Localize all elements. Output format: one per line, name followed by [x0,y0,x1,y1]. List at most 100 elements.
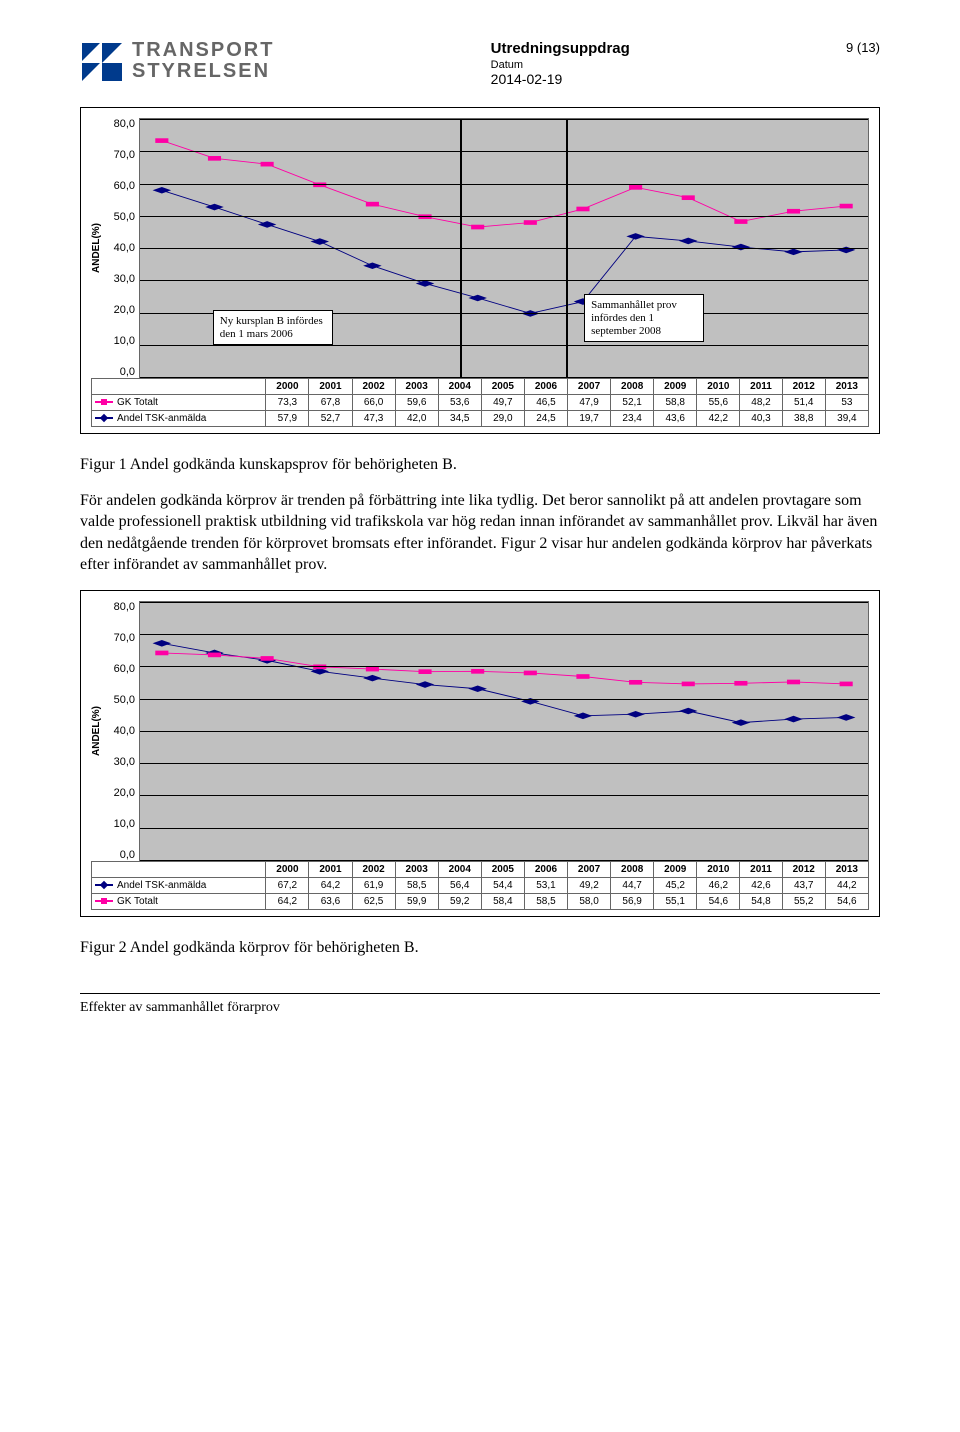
grid-line [140,795,868,796]
series-marker [208,653,221,658]
data-cell: 63,6 [309,893,352,909]
series-marker [574,713,593,720]
data-cell: 58,5 [395,877,438,893]
series-marker [418,669,431,674]
data-cell: 38,8 [782,411,825,427]
date-value: 2014-02-19 [491,71,630,87]
series-marker [626,233,645,240]
data-cell: 54,6 [697,893,740,909]
series-marker [732,719,751,726]
doc-title: Utredningsuppdrag [491,40,630,57]
series-marker [366,202,379,207]
year-header: 2007 [568,861,611,877]
page-header: TRANSPORT STYRELSEN Utredningsuppdrag Da… [80,40,880,87]
data-cell: 67,8 [309,395,352,411]
data-cell: 45,2 [654,877,697,893]
divider-line [460,119,462,377]
logo-icon [80,41,124,81]
chart-2-data-table: 2000200120022003200420052006200720082009… [91,861,869,910]
data-cell: 24,5 [524,411,567,427]
series-marker [734,681,747,686]
data-cell: 54,6 [825,893,868,909]
data-cell: 48,2 [740,395,782,411]
page-number: 9 (13) [846,40,880,55]
year-header: 2012 [782,861,825,877]
series-name: Andel TSK-anmälda [117,880,206,891]
series-marker [734,219,747,224]
data-cell: 47,3 [352,411,395,427]
series-marker [524,671,537,676]
y-tick: 60,0 [105,180,135,192]
grid-line [140,280,868,281]
series-marker [679,238,698,245]
data-cell: 52,7 [309,411,352,427]
year-header: 2000 [266,861,309,877]
year-header: 2008 [611,861,654,877]
body-paragraph: För andelen godkända körprov är trenden … [80,490,880,576]
series-marker [576,207,589,212]
year-header: 2012 [782,379,825,395]
data-cell: 46,2 [697,877,740,893]
legend-swatch [95,884,113,886]
data-cell: 56,9 [611,893,654,909]
data-cell: 53 [825,395,868,411]
y-tick: 40,0 [105,242,135,254]
grid-line [140,184,868,185]
grid-line [140,731,868,732]
data-cell: 34,5 [438,411,481,427]
data-cell: 64,2 [309,877,352,893]
series-marker [784,716,803,723]
y-tick: 0,0 [105,366,135,378]
year-header: 2011 [740,379,782,395]
series-marker [787,680,800,685]
series-row-head: Andel TSK-anmälda [92,877,266,893]
series-marker [471,669,484,674]
series-row-head: GK Totalt [92,395,266,411]
data-cell: 58,0 [568,893,611,909]
series-row-head: Andel TSK-anmälda [92,411,266,427]
data-cell: 67,2 [266,877,309,893]
figure-1-caption: Figur 1 Andel godkända kunskapsprov för … [80,454,880,476]
data-cell: 49,2 [568,877,611,893]
series-marker [208,156,221,161]
logo-line1: TRANSPORT [132,40,274,61]
logo-text: TRANSPORT STYRELSEN [132,40,274,82]
figure-2-caption: Figur 2 Andel godkända körprov för behör… [80,937,880,959]
chart-1-data-table: 2000200120022003200420052006200720082009… [91,378,869,427]
year-header: 2009 [654,861,697,877]
year-header: 2001 [309,861,352,877]
chart-1: ANDEL(%) 80,070,060,050,040,030,020,010,… [80,107,880,434]
data-cell: 44,2 [825,877,868,893]
y-tick: 70,0 [105,149,135,161]
series-marker [576,674,589,679]
data-cell: 59,9 [395,893,438,909]
y-tick: 10,0 [105,335,135,347]
grid-line [140,634,868,635]
chart-1-plot: Ny kursplan B infördes den 1 mars 2006Sa… [139,118,869,378]
data-cell: 53,6 [438,395,481,411]
data-cell: 55,2 [782,893,825,909]
series-marker [155,651,168,656]
chart-2: ANDEL(%) 80,070,060,050,040,030,020,010,… [80,590,880,917]
series-marker [682,195,695,200]
data-cell: 62,5 [352,893,395,909]
y-tick: 20,0 [105,304,135,316]
year-header: 2007 [568,379,611,395]
year-header: 2008 [611,379,654,395]
year-header: 2004 [438,379,481,395]
chart-1-ylabel: ANDEL(%) [91,118,105,378]
data-cell: 42,0 [395,411,438,427]
series-marker [840,204,853,209]
data-cell: 73,3 [266,395,309,411]
data-cell: 44,7 [611,877,654,893]
y-tick: 60,0 [105,663,135,675]
grid-line [140,216,868,217]
data-cell: 47,9 [568,395,611,411]
data-cell: 52,1 [611,395,654,411]
series-marker [261,162,274,167]
series-marker [682,682,695,687]
year-header: 2005 [481,861,524,877]
year-header: 2011 [740,861,782,877]
series-name: Andel TSK-anmälda [117,413,206,424]
grid-line [140,151,868,152]
